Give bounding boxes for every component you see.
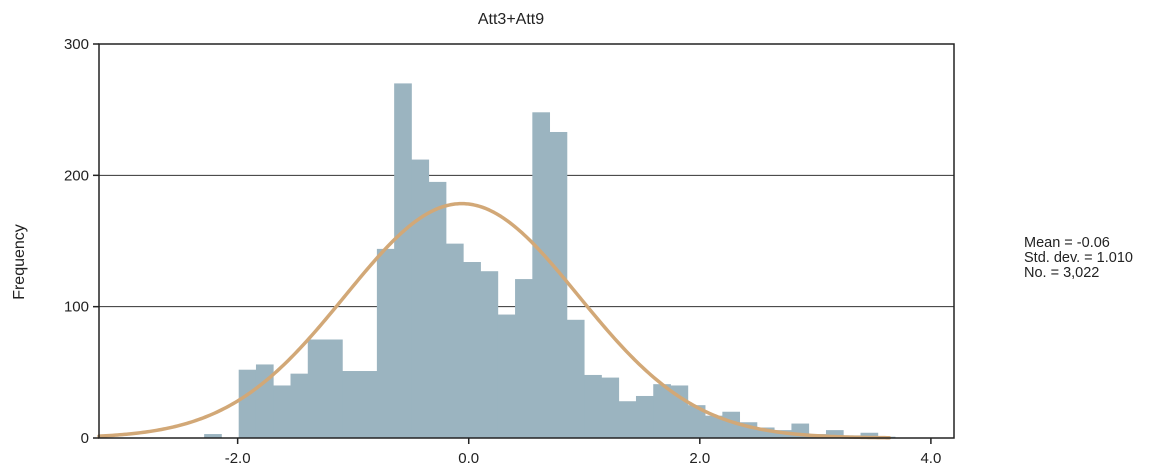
histogram-bar [497, 314, 516, 438]
histogram-bar [255, 364, 274, 438]
histogram-bar [325, 339, 343, 438]
histogram-bar [480, 271, 499, 438]
stats-mean: Mean = -0.06 [1024, 235, 1110, 251]
stats-box: Mean = -0.06 Std. dev. = 1.010 No. = 3,0… [1024, 236, 1133, 281]
histogram-bar [290, 373, 309, 438]
y-axis-ticks: 0 100 200 300 [64, 36, 99, 447]
y-tick-label: 0 [81, 430, 89, 447]
histogram-bar [463, 262, 481, 438]
histogram-bars [204, 83, 896, 439]
y-tick-label: 300 [64, 36, 89, 53]
x-tick-label: 0.0 [458, 450, 479, 467]
histogram-bar [756, 427, 775, 438]
histogram-bar [687, 405, 706, 438]
histogram-bar [394, 83, 412, 439]
histogram-bar [584, 374, 602, 438]
histogram-bar [376, 248, 395, 438]
histogram-bar [515, 279, 533, 438]
histogram-bar [204, 434, 222, 438]
y-tick-label: 200 [64, 167, 89, 184]
normal-curve [97, 201, 892, 440]
histogram-bar [342, 371, 361, 438]
histogram-bar [825, 430, 844, 438]
x-tick-label: 4.0 [920, 450, 941, 467]
histogram-bar [601, 377, 620, 438]
histogram-bar [653, 384, 671, 438]
histogram-bar [705, 415, 723, 438]
histogram-bar [411, 159, 430, 438]
chart-title: Att3+Att9 [478, 11, 544, 28]
histogram-bar [635, 395, 654, 438]
histogram-bar [566, 319, 585, 438]
y-axis-label: Frequency [11, 224, 28, 300]
histogram-bar [618, 401, 637, 438]
stats-count: No. = 3,022 [1024, 265, 1100, 281]
x-tick-label: 2.0 [689, 450, 710, 467]
histogram-bar [722, 411, 741, 438]
plot-frame [98, 43, 955, 439]
histogram-bar [428, 181, 447, 438]
x-axis-ticks: -2.0 0.0 2.0 4.0 [225, 438, 941, 467]
x-tick-label: -2.0 [225, 450, 251, 467]
histogram-bar [238, 369, 257, 438]
stats-std-dev: Std. dev. = 1.010 [1024, 250, 1133, 266]
normal-curve-line [97, 201, 892, 440]
histogram-bar [445, 243, 464, 438]
histogram-bar [532, 112, 551, 438]
histogram-bar [549, 131, 568, 438]
y-tick-label: 100 [64, 299, 89, 316]
histogram-bar [273, 385, 291, 438]
histogram-bar [860, 432, 879, 438]
histogram-bar [359, 371, 378, 438]
histogram-bar [307, 339, 326, 438]
